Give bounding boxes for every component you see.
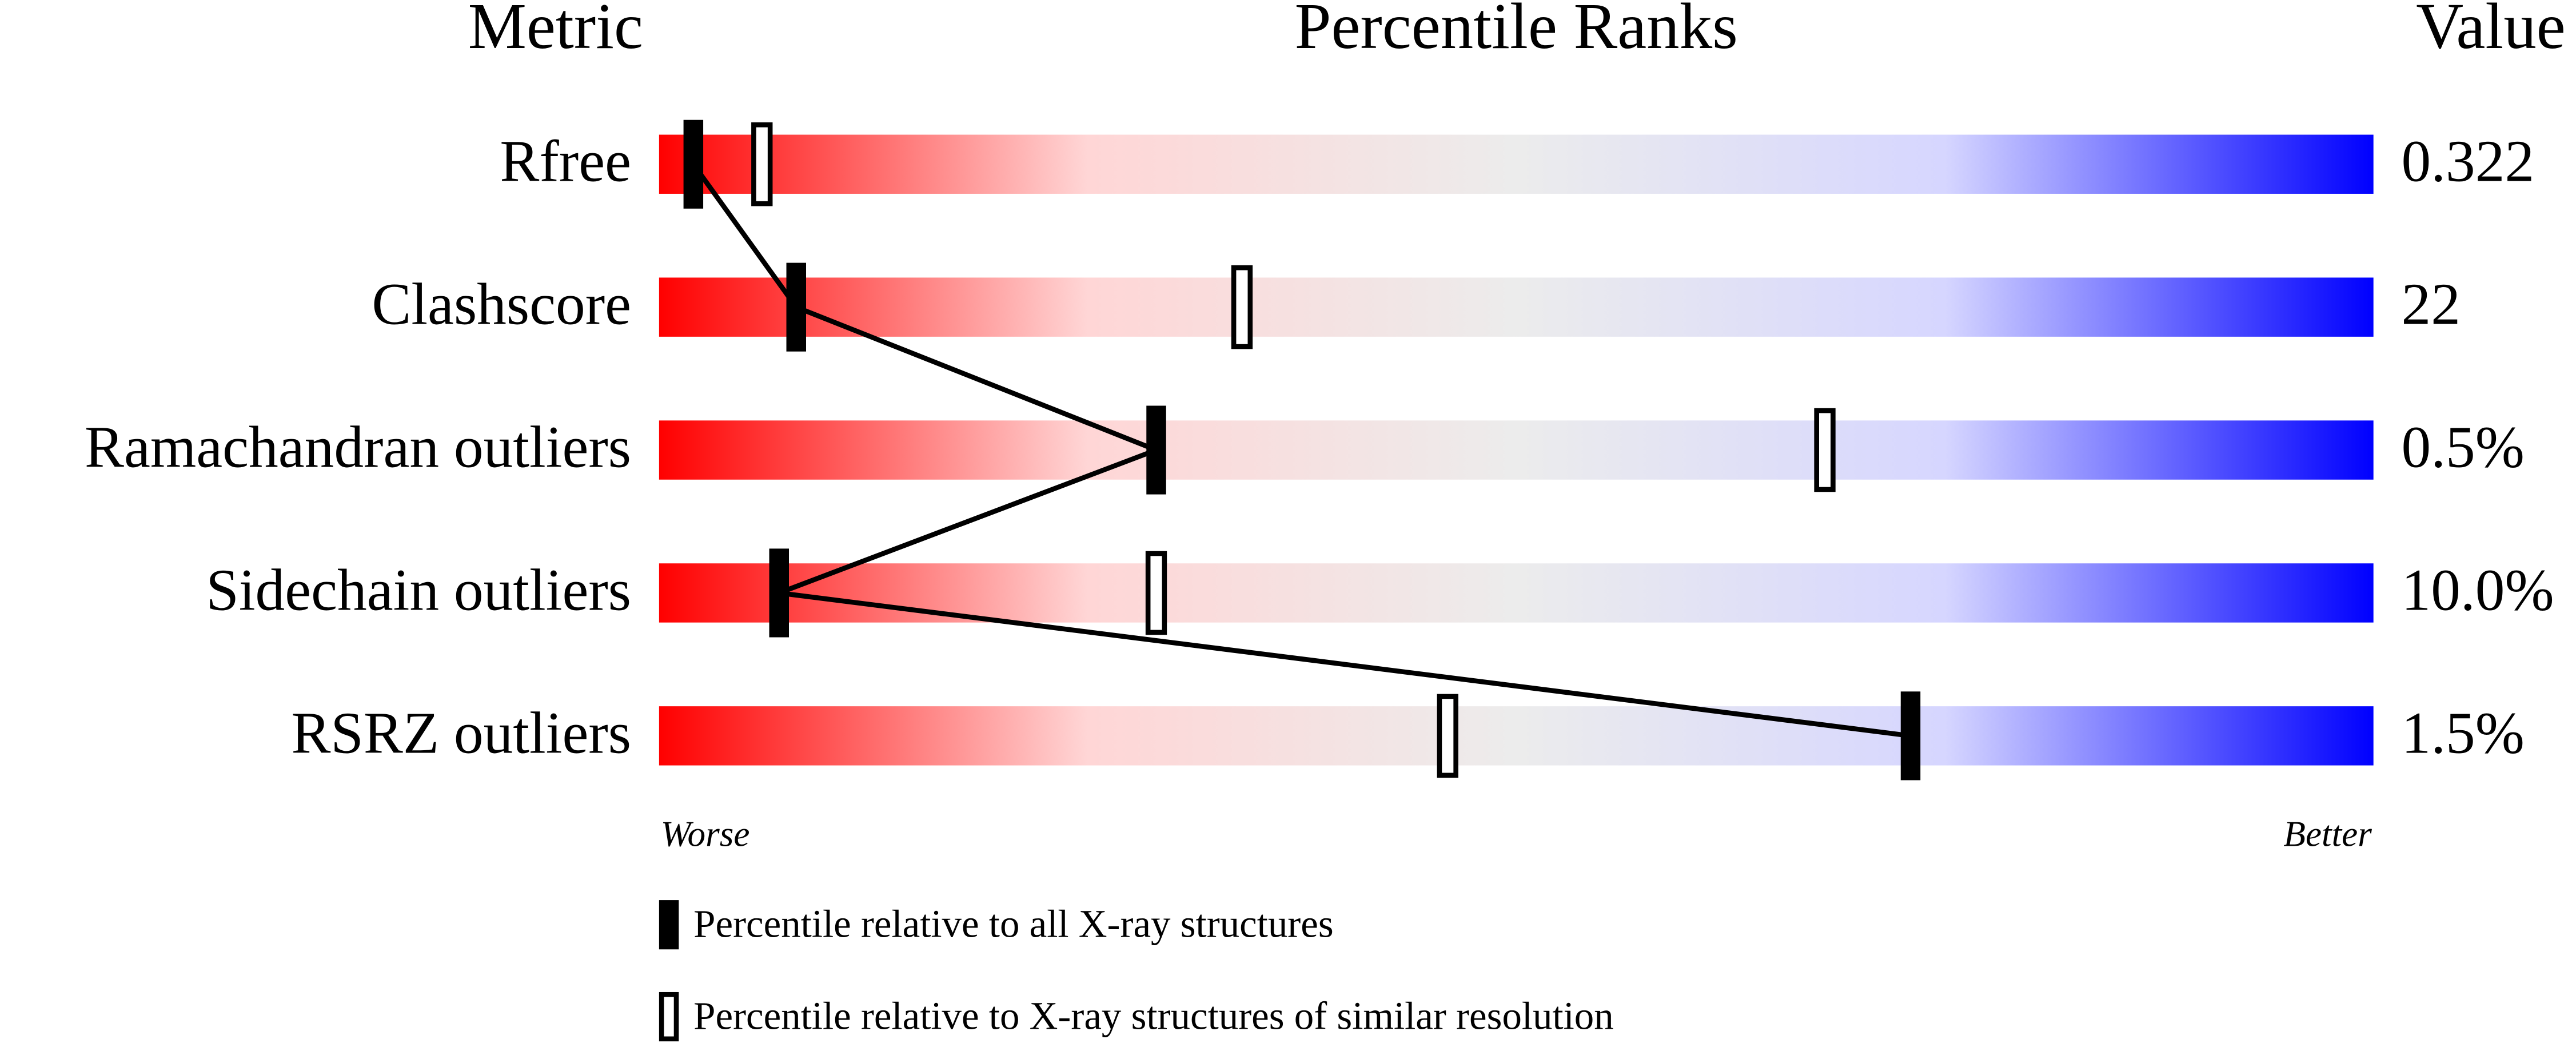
metric-label: Rfree <box>500 129 631 194</box>
metric-value: 1.5% <box>2402 700 2525 766</box>
metric-label: Sidechain outliers <box>206 558 631 623</box>
percentile-bar <box>659 420 2374 480</box>
metric-value: 10.0% <box>2402 558 2554 623</box>
legend-key <box>659 992 679 1042</box>
marker-all <box>683 120 704 209</box>
metric-label: Ramachandran outliers <box>85 415 631 480</box>
axis-end-label: Worse <box>661 814 750 854</box>
metric-value: 0.5% <box>2402 415 2525 480</box>
percentile-bar <box>659 277 2374 337</box>
metric-label: Clashscore <box>372 272 631 337</box>
marker-all <box>769 548 789 638</box>
marker-all <box>786 262 806 352</box>
metric-value: 22 <box>2402 272 2461 337</box>
percentile-bar <box>659 706 2374 766</box>
legend-key <box>659 900 679 950</box>
metric-value: 0.322 <box>2402 129 2535 194</box>
column-header: Percentile Ranks <box>1295 0 1738 62</box>
legend-label: Percentile relative to X-ray structures … <box>693 994 1614 1038</box>
percentile-bar <box>659 134 2374 194</box>
marker-all <box>1146 405 1166 495</box>
metric-label: RSRZ outliers <box>291 700 631 766</box>
percentile-bar <box>659 563 2374 623</box>
marker-similar <box>1231 265 1253 349</box>
axis-end-label: Better <box>2283 814 2372 854</box>
marker-similar <box>1145 551 1167 635</box>
marker-all <box>1900 691 1921 781</box>
marker-similar <box>1437 694 1458 778</box>
marker-similar <box>751 122 773 206</box>
column-header: Metric <box>468 0 643 62</box>
column-header: Value <box>2416 0 2566 62</box>
legend-label: Percentile relative to all X-ray structu… <box>693 902 1334 946</box>
marker-similar <box>1814 408 1836 492</box>
